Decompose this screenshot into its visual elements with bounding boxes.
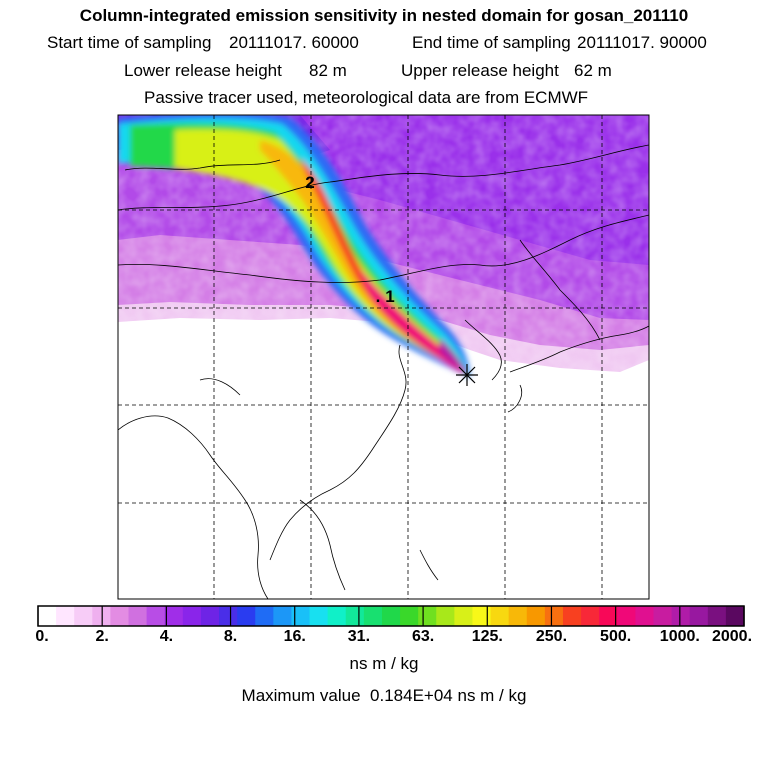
colorbar-swatch [490, 606, 510, 626]
colorbar-unit: ns m / kg [349, 654, 419, 673]
colorbar-tick-label: 2000. [711, 628, 753, 645]
colorbar-swatch [526, 606, 546, 626]
colorbar-swatch [381, 606, 401, 626]
trajectory-marker-1: 1 [385, 287, 394, 306]
colorbar-swatch [38, 606, 57, 626]
colorbar-swatch [182, 606, 202, 626]
colorbar-swatch [544, 606, 564, 626]
lat-lon-grid [118, 115, 649, 599]
colorbar-swatch [436, 606, 455, 626]
colorbar-tick-label: 31. [347, 628, 371, 645]
max-value-unit: ns m / kg [457, 686, 527, 705]
colorbar-tick-label: 4. [159, 628, 174, 645]
colorbar-swatch [237, 606, 256, 626]
colorbar-swatch [255, 606, 274, 626]
colorbar-swatch [635, 606, 655, 626]
colorbar-swatch [128, 606, 148, 626]
colorbar-swatch [291, 606, 311, 626]
end-time-label: End time of sampling [412, 33, 571, 52]
tracer-note: Passive tracer used, meteorological data… [144, 88, 589, 107]
coastlines [118, 144, 649, 599]
colorbar-swatch [345, 606, 365, 626]
colorbar-swatch [454, 606, 474, 626]
maximum-value-line: Maximum value 0.184E+04 ns m / kg [0, 686, 768, 706]
colorbar-tick-label: 250. [535, 628, 568, 645]
colorbar-swatch [418, 606, 437, 626]
colorbar-swatch [472, 606, 492, 626]
emission-sensitivity-field [118, 115, 649, 599]
map-frame [117, 114, 650, 600]
colorbar-swatch [146, 606, 166, 626]
colorbar-tick-label: 8. [223, 628, 238, 645]
colorbar-swatch [689, 606, 709, 626]
colorbar-swatch [599, 606, 618, 626]
colorbar-tick-label: 125. [471, 628, 503, 645]
colorbar-tick-label: 16. [283, 628, 306, 645]
colorbar-swatch [400, 606, 419, 626]
colorbar-swatch [707, 606, 727, 626]
colorbar-swatch [562, 606, 582, 626]
lower-height-label: Lower release height [124, 61, 282, 80]
upper-height-label: Upper release height [401, 61, 559, 80]
colorbar-tick-label: 0. [35, 628, 49, 645]
trajectory-marker-2: 2 [305, 173, 314, 192]
start-time-label: Start time of sampling [47, 33, 212, 52]
max-value-label: Maximum value [241, 686, 361, 705]
colorbar-frame [37, 605, 745, 627]
plot-title: Column-integrated emission sensitivity i… [79, 6, 689, 25]
colorbar-tick-label: 1000. [659, 628, 700, 645]
colorbar-swatch [508, 606, 528, 626]
upper-height-value: 62 m [574, 61, 612, 80]
colorbar-tick-label: 63. [411, 628, 435, 645]
colorbar-swatch [164, 606, 184, 626]
colorbar-swatch [671, 606, 691, 626]
end-time-value: 20111017. 90000 [577, 33, 707, 52]
colorbar-tick-label: 500. [600, 628, 632, 645]
colorbar-swatch [653, 606, 673, 626]
start-time-value: 20111017. 60000 [229, 33, 359, 52]
colorbar-swatch [110, 606, 130, 626]
colorbar-swatch [363, 606, 383, 626]
colorbar-tick-label: 2. [95, 628, 109, 645]
colorbar-swatch [327, 606, 347, 626]
colorbar-swatch [273, 606, 293, 626]
max-value: 0.184E+04 [370, 686, 453, 705]
colorbar-swatch [219, 606, 238, 626]
trajectory-marker-1-dot: . [376, 287, 381, 306]
colorbar-swatch [725, 606, 745, 626]
colorbar [38, 606, 745, 626]
lower-height-value: 82 m [309, 61, 347, 80]
colorbar-swatch [200, 606, 220, 626]
colorbar-swatch [56, 606, 75, 626]
colorbar-swatch [581, 606, 600, 626]
colorbar-swatch [74, 606, 93, 626]
receptor-star-icon [456, 364, 478, 386]
colorbar-swatch [617, 606, 636, 626]
colorbar-swatch [309, 606, 329, 626]
